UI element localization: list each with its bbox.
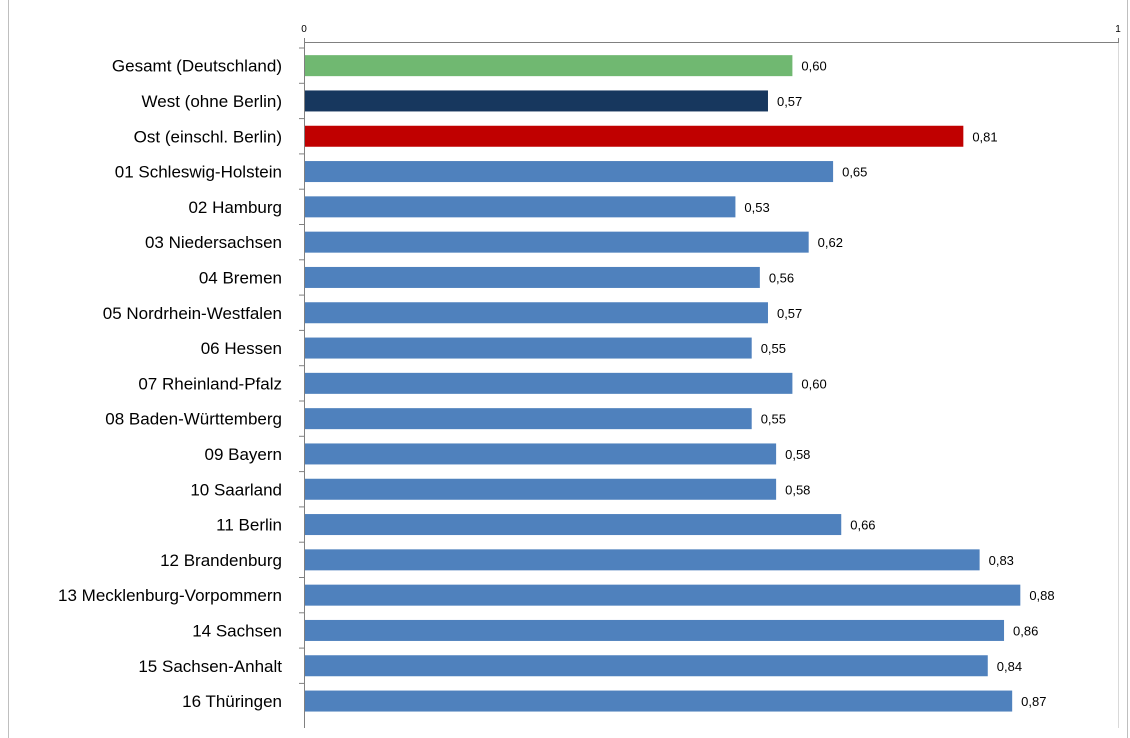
value-label: 0,57: [777, 94, 802, 109]
bar: [305, 443, 777, 465]
category-label: 01 Schleswig-Holstein: [115, 163, 282, 182]
category-label: 09 Bayern: [205, 445, 283, 464]
x-tick-label: 0: [301, 24, 307, 35]
value-label: 0,83: [989, 553, 1014, 568]
value-label: 0,56: [769, 270, 794, 285]
bar: [305, 90, 768, 112]
bar: [305, 161, 834, 183]
value-label: 0,65: [842, 165, 867, 180]
value-label: 0,55: [761, 341, 786, 356]
category-label: 04 Bremen: [199, 268, 282, 287]
category-label: 06 Hessen: [201, 339, 282, 358]
bar: [305, 584, 1021, 606]
value-label: 0,62: [818, 235, 843, 250]
category-label: 07 Rheinland-Pfalz: [138, 374, 282, 393]
bar: [305, 302, 768, 324]
bar: [305, 55, 793, 77]
bar: [305, 125, 964, 147]
bar: [305, 655, 988, 677]
bar: [305, 408, 752, 430]
value-label: 0,57: [777, 306, 802, 321]
value-label: 0,87: [1021, 694, 1046, 709]
category-label: 12 Brandenburg: [160, 551, 282, 570]
category-label: 16 Thüringen: [182, 692, 282, 711]
value-label: 0,55: [761, 412, 786, 427]
category-label: West (ohne Berlin): [142, 92, 282, 111]
category-label: 02 Hamburg: [188, 198, 282, 217]
category-label: 08 Baden-Württemberg: [105, 410, 282, 429]
value-label: 0,86: [1013, 623, 1038, 638]
category-label: 05 Nordrhein-Westfalen: [103, 304, 282, 323]
bar: [305, 619, 1005, 641]
bar: [305, 690, 1013, 712]
bar: [305, 231, 809, 253]
bar: [305, 549, 980, 571]
value-label: 0,53: [744, 200, 769, 215]
value-label: 0,88: [1029, 588, 1054, 603]
category-label: Gesamt (Deutschland): [112, 57, 282, 76]
bar: [305, 337, 752, 359]
value-label: 0,60: [801, 376, 826, 391]
category-label: 03 Niedersachsen: [145, 233, 282, 252]
value-label: 0,58: [785, 482, 810, 497]
bar: [305, 196, 736, 218]
bar: [305, 514, 842, 536]
category-label: Ost (einschl. Berlin): [134, 127, 282, 146]
value-label: 0,81: [972, 129, 997, 144]
category-label: 10 Saarland: [190, 480, 282, 499]
value-label: 0,84: [997, 659, 1022, 674]
category-label: 13 Mecklenburg-Vorpommern: [58, 586, 282, 605]
category-label: 15 Sachsen-Anhalt: [138, 657, 282, 676]
bar: [305, 372, 793, 394]
value-label: 0,60: [801, 59, 826, 74]
category-label: 14 Sachsen: [192, 621, 282, 640]
value-label: 0,66: [850, 518, 875, 533]
value-label: 0,58: [785, 447, 810, 462]
bar: [305, 478, 777, 500]
x-tick-label: 1: [1115, 24, 1121, 35]
bar: [305, 266, 760, 288]
category-label: 11 Berlin: [216, 516, 282, 535]
